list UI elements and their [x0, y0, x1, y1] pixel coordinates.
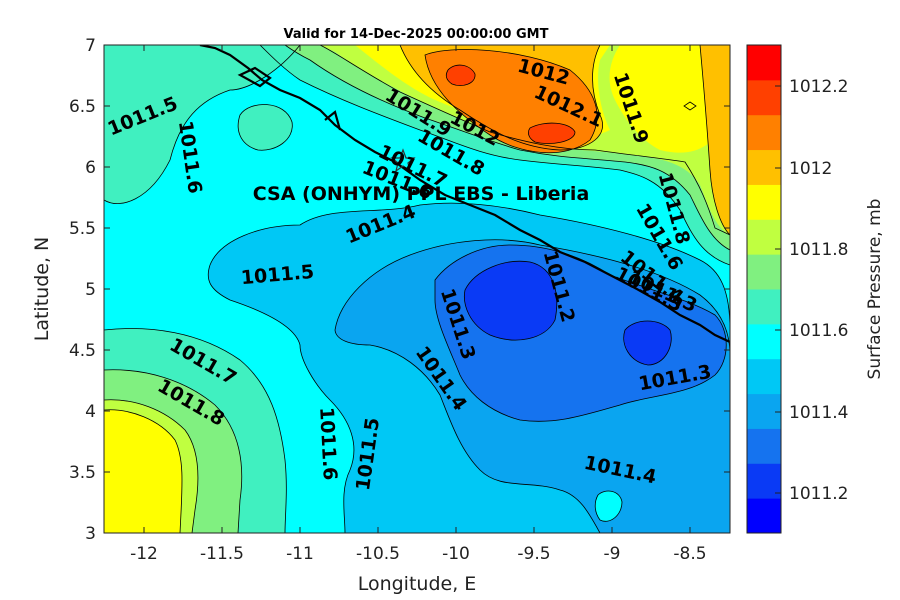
y-tick-label: 3.5 — [69, 463, 96, 483]
colorbar-label: 1011.2 — [789, 484, 848, 504]
colorbar-swatch — [747, 149, 781, 185]
y-tick-label: 6.5 — [69, 97, 96, 117]
station-label: CSA (ONHYM) PPL EBS - Liberia — [253, 183, 590, 205]
x-tick-label: -12 — [130, 544, 158, 564]
plot-title: Valid for 14-Dec-2025 00:00:00 GMT — [284, 27, 549, 42]
colorbar-label: 1012 — [789, 159, 832, 179]
band-1011.6-blob — [238, 104, 293, 151]
band-1011.1-a — [464, 261, 557, 340]
colorbar-swatch — [747, 254, 781, 290]
contour-lines — [104, 45, 730, 533]
band-1011.1-b — [623, 321, 672, 365]
x-tick-label: -9.5 — [517, 544, 550, 564]
colorbar-label: 1011.6 — [789, 321, 848, 341]
colorbar-label: 1011.4 — [789, 403, 848, 423]
colorbar-frame — [746, 44, 782, 534]
colorbar-swatch — [747, 45, 781, 81]
colorbar-swatch — [747, 428, 781, 464]
y-tick-label: 5.5 — [69, 219, 96, 239]
x-tick-label: -9 — [604, 544, 621, 564]
colorbar-swatch — [747, 79, 781, 116]
colorbar-swatch — [747, 289, 781, 325]
contour-label: 1011.6 — [315, 406, 341, 480]
y-tick-label: 5 — [85, 280, 96, 300]
colorbar — [747, 45, 781, 534]
y-tick-label: 6 — [85, 158, 96, 178]
x-tick-label: -11.5 — [200, 544, 244, 564]
coastline — [199, 45, 730, 343]
colorbar-swatch — [747, 114, 781, 151]
band-1012.2-a — [446, 65, 476, 86]
colorbar-label: 1011.8 — [789, 240, 848, 260]
colorbar-labels: 1011.2 1011.4 1011.6 1011.8 1012 1012.2 — [775, 77, 848, 504]
x-tick-label: -8.5 — [673, 544, 706, 564]
station-star-icon — [390, 148, 416, 173]
band-1012-east — [700, 45, 730, 235]
x-tick-label: -11 — [286, 544, 314, 564]
x-axis: -12 -11.5 -11 -10.5 -10 -9.5 -9 -8.5 — [130, 45, 707, 564]
y-tick-label: 4.5 — [69, 341, 96, 361]
colorbar-swatch — [747, 323, 781, 360]
y-axis: 3 3.5 4 4.5 5 5.5 6 6.5 7 — [69, 36, 730, 544]
x-tick-label: -10 — [442, 544, 470, 564]
y-tick-label: 7 — [85, 36, 96, 56]
band-1011.9-sw — [104, 409, 183, 533]
colorbar-swatch — [747, 358, 781, 395]
colorbar-swatch — [747, 184, 781, 220]
x-axis-label: Longitude, E — [358, 573, 477, 595]
y-axis-label: Latitude, N — [31, 237, 53, 342]
colorbar-swatch — [747, 498, 781, 534]
band-1012.2-b — [528, 123, 575, 144]
x-tick-label: -10.5 — [356, 544, 400, 564]
y-tick-label: 4 — [85, 402, 96, 422]
colorbar-title: Surface Pressure, mb — [865, 199, 885, 380]
contour-map: 1011.5 1011.6 1011.9 1012 1012 1012.1 10… — [104, 45, 730, 533]
band-1011.6-nw — [104, 45, 300, 204]
colorbar-label: 1012.2 — [789, 77, 848, 97]
y-tick-label: 3 — [85, 524, 96, 544]
band-1011.5-islet — [595, 490, 622, 522]
colorbar-swatch — [747, 393, 781, 429]
